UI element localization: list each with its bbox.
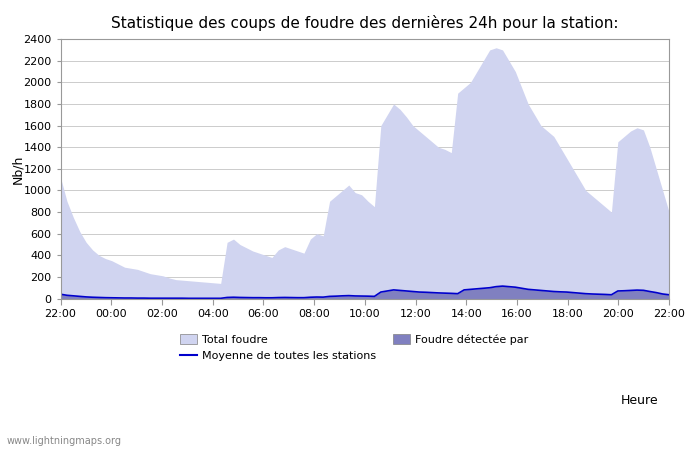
Title: Statistique des coups de foudre des dernières 24h pour la station:: Statistique des coups de foudre des dern… [111,15,619,31]
Legend: Total foudre, Moyenne de toutes les stations, Foudre détectée par: Total foudre, Moyenne de toutes les stat… [176,329,533,365]
Text: Heure: Heure [620,394,658,407]
Y-axis label: Nb/h: Nb/h [11,154,24,184]
Text: www.lightningmaps.org: www.lightningmaps.org [7,436,122,446]
